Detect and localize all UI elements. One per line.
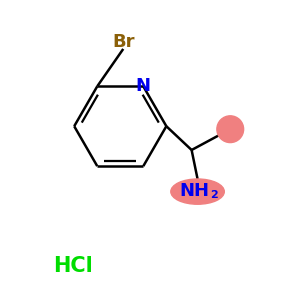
Text: NH: NH [180,182,210,200]
Text: Br: Br [112,32,134,50]
Text: HCl: HCl [53,256,93,276]
Text: N: N [136,77,151,95]
Ellipse shape [171,179,224,204]
Text: 2: 2 [210,190,218,200]
Circle shape [217,116,244,142]
